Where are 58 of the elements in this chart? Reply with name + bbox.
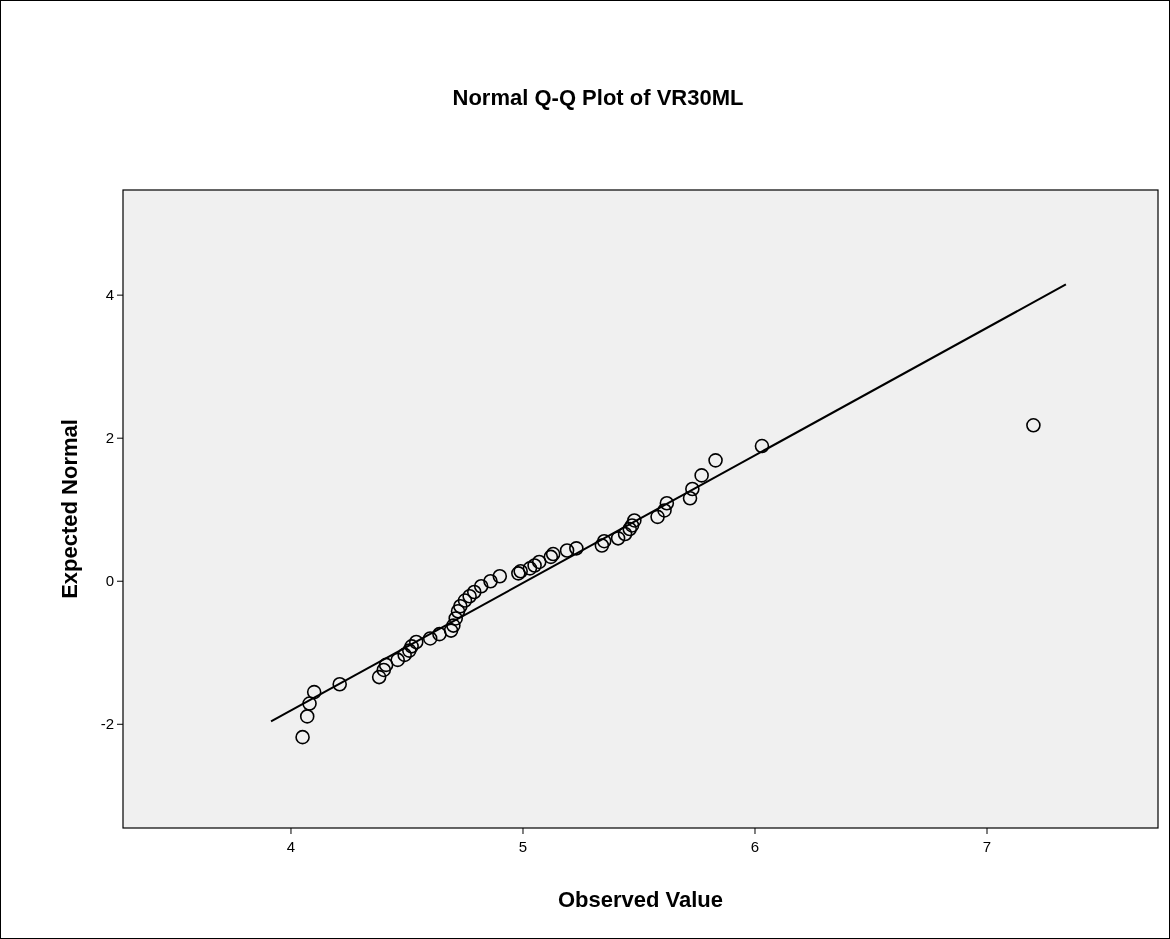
point xyxy=(522,561,538,576)
point xyxy=(404,639,419,654)
point xyxy=(466,584,482,600)
point xyxy=(295,729,310,745)
point xyxy=(708,453,723,468)
y-tick-label: 2 xyxy=(105,429,114,447)
point xyxy=(622,521,638,537)
chart-title: Normal Q-Q Plot of VR30ML xyxy=(452,85,744,110)
point xyxy=(332,676,347,692)
point xyxy=(453,598,468,614)
point xyxy=(448,611,463,626)
point xyxy=(450,603,466,619)
x-tick-label: 4 xyxy=(286,838,296,855)
point xyxy=(446,618,461,633)
point xyxy=(371,669,387,685)
point xyxy=(492,568,508,584)
point xyxy=(397,647,412,663)
point xyxy=(306,684,322,700)
x-tick-label: 6 xyxy=(750,838,760,855)
y-axis-title: Expected Normal xyxy=(57,419,82,599)
point xyxy=(650,509,665,525)
point xyxy=(627,513,642,528)
point xyxy=(527,558,542,573)
x-axis-title: Observed Value xyxy=(557,887,724,912)
point xyxy=(617,526,633,542)
point xyxy=(659,495,675,511)
point xyxy=(378,657,394,673)
point xyxy=(610,531,626,546)
y-tick-label: 4 xyxy=(105,286,114,304)
point xyxy=(754,438,770,454)
point xyxy=(443,623,459,638)
point xyxy=(483,573,498,589)
point xyxy=(594,538,610,553)
point xyxy=(390,652,405,668)
point xyxy=(682,490,698,506)
point xyxy=(1026,418,1041,433)
point xyxy=(462,588,477,604)
x-tick-label: 7 xyxy=(982,838,992,855)
point xyxy=(569,541,584,556)
point xyxy=(531,554,547,570)
point xyxy=(402,643,417,658)
point xyxy=(299,709,315,724)
point xyxy=(694,468,709,483)
point xyxy=(422,631,438,646)
point xyxy=(432,626,447,642)
point xyxy=(624,518,640,533)
point xyxy=(457,593,473,608)
point xyxy=(559,543,575,558)
y-tick-label: -2 xyxy=(100,715,114,733)
point xyxy=(302,696,317,711)
point xyxy=(657,503,672,518)
x-tick-label: 5 xyxy=(518,838,528,855)
point xyxy=(408,634,424,650)
point xyxy=(473,578,489,594)
point xyxy=(685,481,700,497)
point xyxy=(596,533,612,549)
y-tick-label: 0 xyxy=(105,572,114,590)
point xyxy=(376,662,392,678)
